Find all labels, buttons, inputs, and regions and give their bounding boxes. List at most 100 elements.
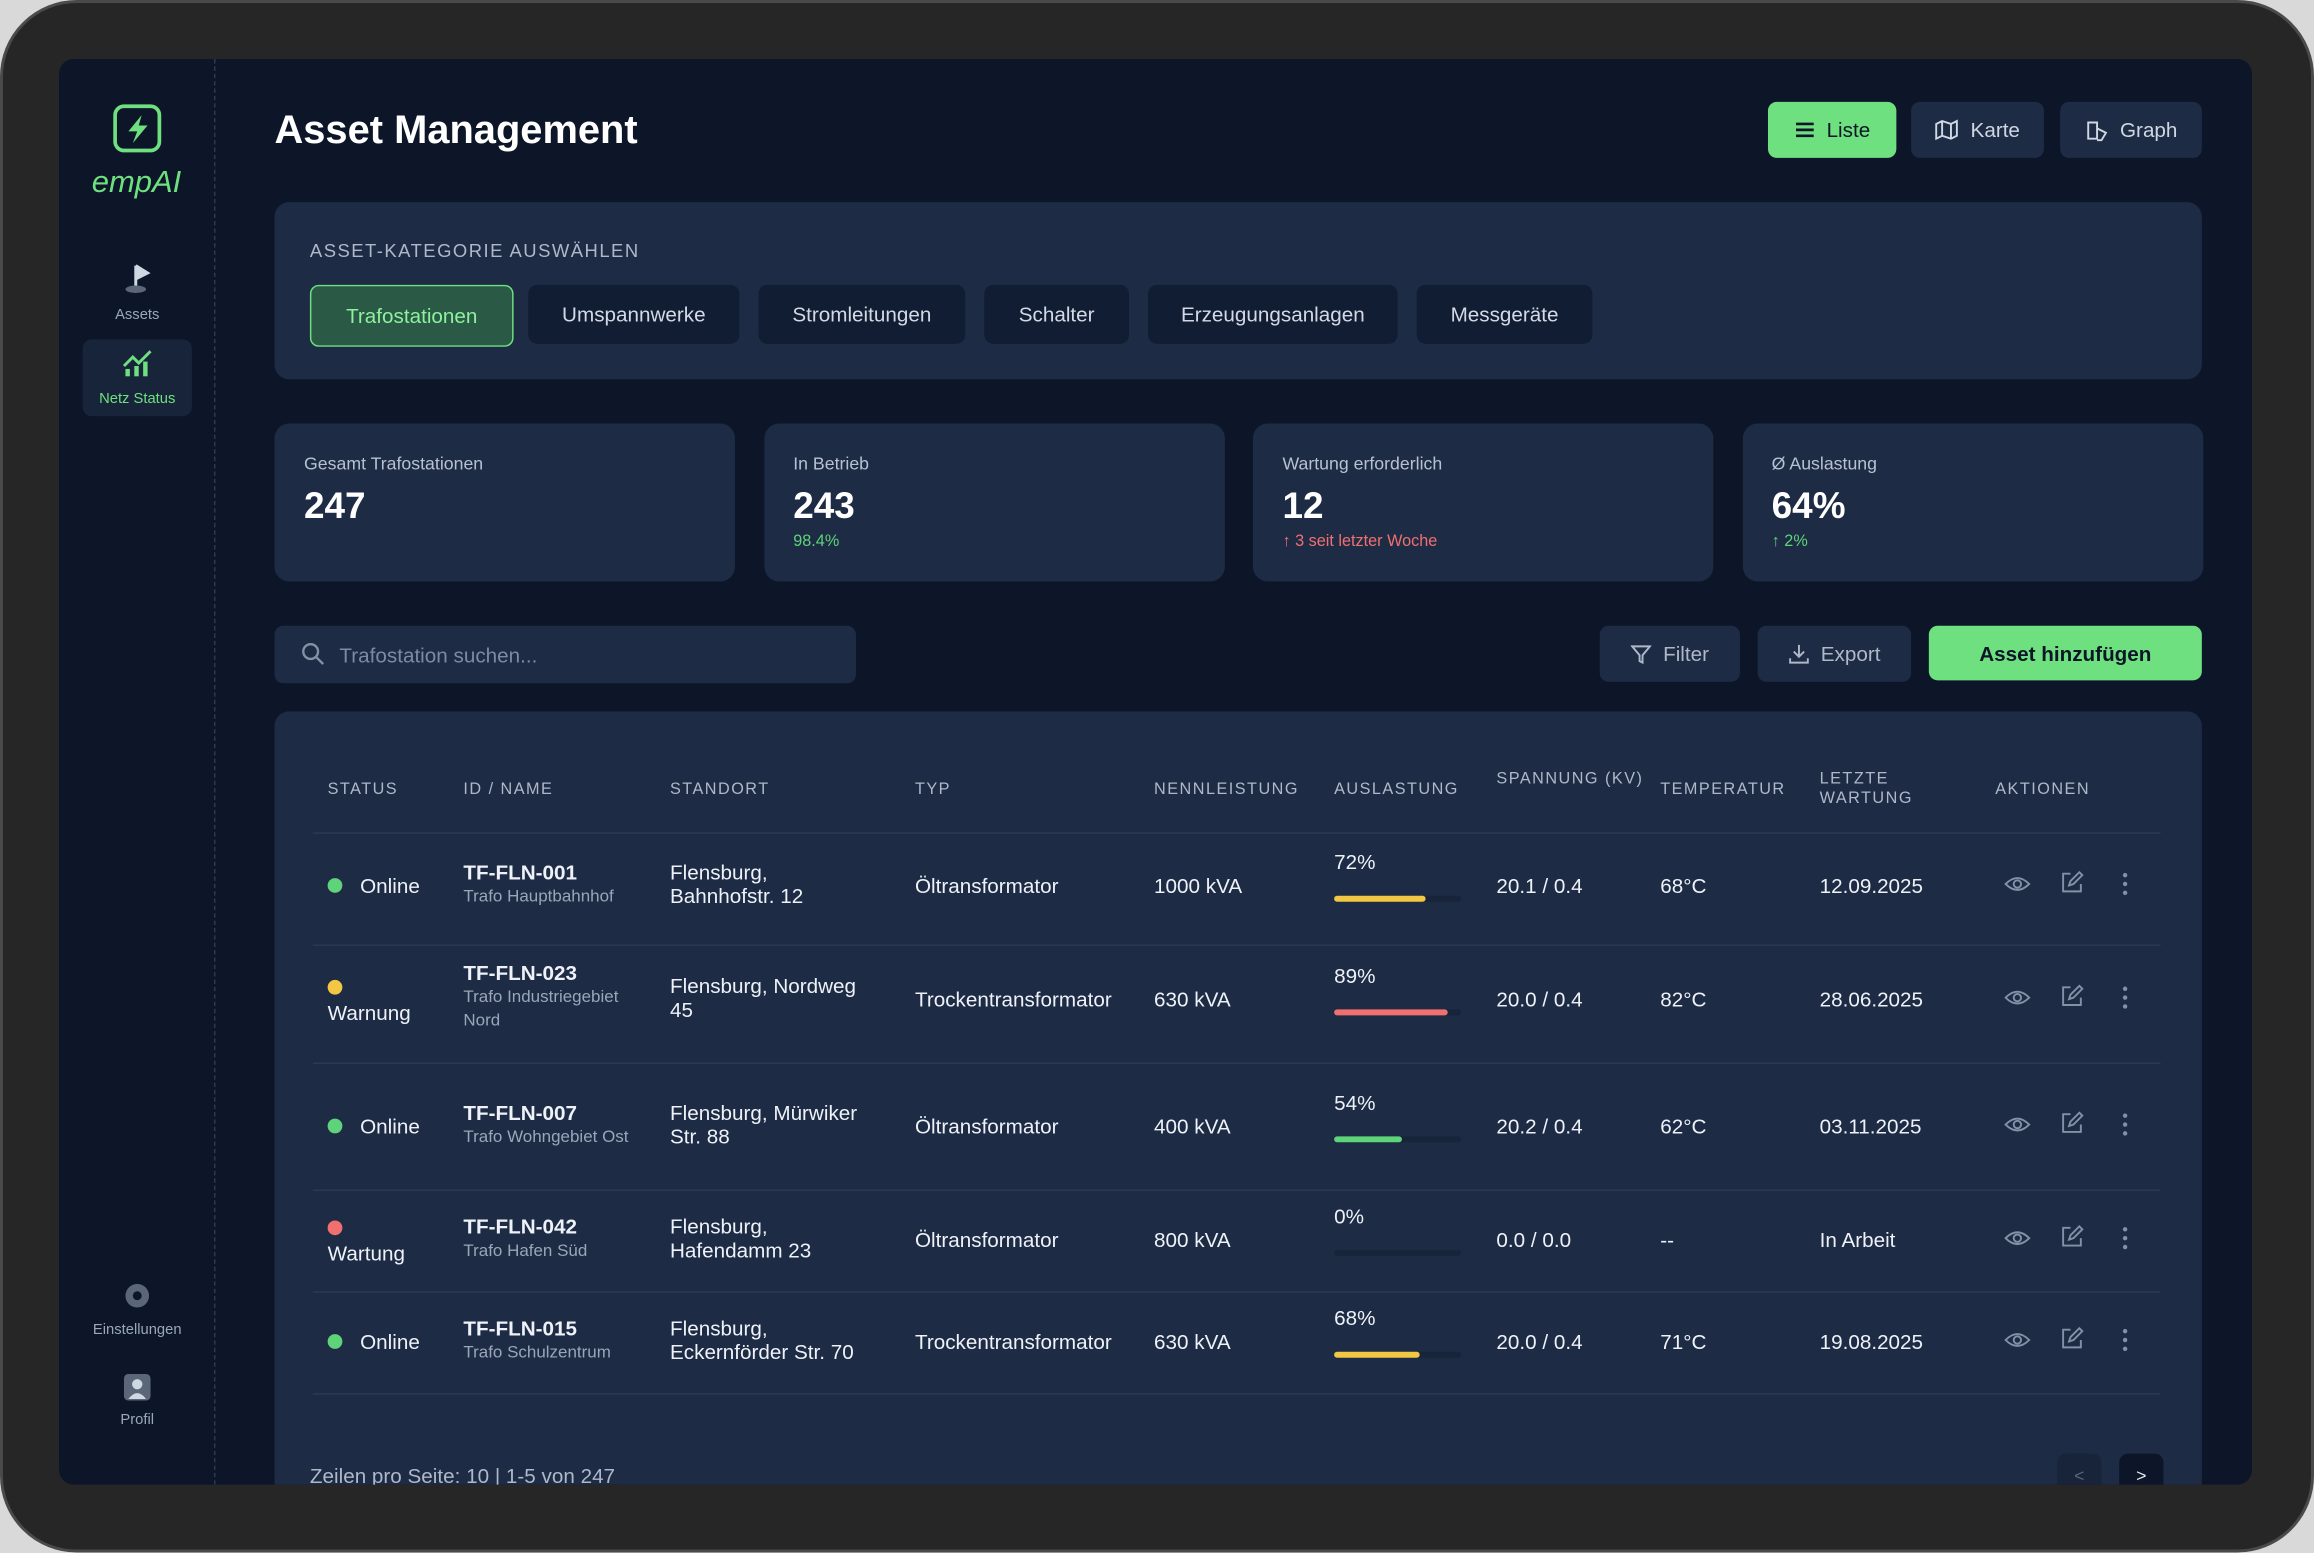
status-text: Warnung — [327, 1000, 411, 1025]
asset-type: Öltransformator — [914, 1114, 1059, 1138]
load-bar — [1334, 895, 1426, 902]
list-icon — [1795, 122, 1814, 138]
action-icon[interactable] — [2122, 1226, 2128, 1257]
action-icon[interactable] — [2060, 1326, 2084, 1358]
search-box[interactable] — [274, 625, 856, 684]
stat-value: 64% — [1771, 485, 1846, 527]
status-dot — [327, 1220, 343, 1236]
search-icon — [302, 642, 325, 665]
brand: empAI — [91, 165, 182, 200]
nav-item[interactable]: Einstellungen — [92, 1322, 182, 1339]
action-icon[interactable] — [2004, 874, 2031, 902]
settings-icon — [125, 1283, 150, 1308]
column-header: ID / NAME — [463, 780, 554, 799]
status-icon — [122, 350, 152, 377]
category-option[interactable]: Umspannwerke — [528, 284, 740, 344]
asset-type: Öltransformator — [914, 873, 1059, 898]
asset-id: TF-FLN-001 — [463, 860, 578, 884]
action-icon[interactable] — [2060, 984, 2084, 1015]
asset-type: Trockentransformator — [914, 987, 1112, 1011]
category-option[interactable]: Trafostationen — [309, 284, 514, 347]
assets-icon — [125, 264, 151, 293]
view-label: Graph — [2119, 118, 2178, 142]
action-icon[interactable] — [2122, 1328, 2128, 1359]
filter-button[interactable]: Filter — [1599, 625, 1740, 682]
view-button[interactable]: Graph — [2060, 101, 2202, 158]
row-separator — [312, 1393, 2161, 1395]
stat-value: 12 — [1282, 485, 1324, 527]
action-icon[interactable] — [2060, 1111, 2084, 1142]
load-bar — [1334, 1136, 1403, 1143]
action-icon[interactable] — [2122, 1113, 2128, 1144]
category-option[interactable]: Erzeugungsanlagen — [1148, 284, 1398, 344]
next-button[interactable]: > — [2119, 1453, 2164, 1485]
row-separator — [312, 832, 2161, 834]
nav-active[interactable] — [82, 339, 192, 417]
row-separator — [312, 1189, 2161, 1191]
nav-item[interactable]: Assets — [115, 306, 160, 324]
column-header: AUSLASTUNG — [1334, 780, 1459, 799]
asset-voltage: 0.0 / 0.0 — [1496, 1227, 1572, 1252]
category-heading: ASSET-KATEGORIE AUSWÄHLEN — [309, 240, 640, 262]
asset-temp: 71°C — [1660, 1329, 1707, 1354]
row-separator — [312, 1062, 2161, 1065]
stat-card: In Betrieb 243 98.4% — [763, 423, 1225, 582]
load-track — [1334, 1249, 1462, 1256]
nav-item[interactable]: Netz Status — [99, 391, 176, 408]
column-header: LETZTE WARTUNG — [1819, 770, 1913, 808]
column-header: SPANNUNG (KV) — [1496, 770, 1644, 789]
load-label: 89% — [1334, 963, 1376, 988]
asset-id: TF-FLN-042 — [463, 1214, 578, 1239]
status-text: Online — [360, 1329, 420, 1354]
asset-table: Zeilen pro Seite: 10 | 1-5 von 247 < > S… — [274, 711, 2202, 1485]
status-dot — [327, 1334, 343, 1349]
nav-item[interactable]: Profil — [120, 1412, 155, 1429]
action-icon[interactable] — [2122, 872, 2128, 903]
status-dot — [327, 1118, 343, 1134]
asset-rating: 630 kVA — [1154, 987, 1231, 1011]
stat-label: Ø Auslastung — [1771, 453, 1878, 474]
action-icon[interactable] — [2004, 1228, 2031, 1256]
asset-rating: 630 kVA — [1154, 1329, 1231, 1354]
stat-label: Wartung erforderlich — [1282, 453, 1443, 474]
asset-id: TF-FLN-015 — [463, 1316, 578, 1340]
asset-temp: 82°C — [1660, 987, 1707, 1011]
logo-icon — [113, 104, 162, 153]
action-icon[interactable] — [2004, 1330, 2031, 1358]
graph-icon — [2086, 120, 2107, 141]
asset-name: Trafo Industriegebiet Nord — [463, 988, 619, 1031]
action-icon[interactable] — [2004, 1114, 2031, 1142]
load-label: 54% — [1334, 1090, 1376, 1115]
asset-temp: 68°C — [1660, 873, 1707, 898]
export-icon — [1788, 644, 1809, 664]
view-button[interactable]: Liste — [1767, 101, 1897, 158]
stat-label: Gesamt Trafostationen — [304, 453, 484, 474]
status-text: Online — [360, 1114, 420, 1138]
action-icon[interactable] — [2060, 1225, 2084, 1256]
category-option[interactable]: Schalter — [984, 284, 1129, 344]
asset-voltage: 20.2 / 0.4 — [1496, 1114, 1583, 1138]
action-icon[interactable] — [2060, 870, 2084, 902]
asset-maintenance: 12.09.2025 — [1819, 873, 1924, 898]
load-bar — [1334, 1009, 1448, 1016]
prev-label: < — [2074, 1465, 2085, 1485]
action-icon[interactable] — [2122, 986, 2128, 1017]
load-label: 72% — [1334, 850, 1376, 874]
add-button[interactable]: Asset hinzufügen — [1928, 625, 2202, 681]
asset-temp: -- — [1660, 1227, 1675, 1252]
asset-location: Flensburg, Nordweg 45 — [669, 974, 857, 1022]
asset-rating: 400 kVA — [1154, 1114, 1231, 1138]
add-label: Asset hinzufügen — [1979, 641, 2152, 665]
stat-label: In Betrieb — [793, 453, 870, 474]
stat-card: Ø Auslastung 64% ↑ 2% — [1742, 423, 2203, 582]
prev-button[interactable]: < — [2057, 1453, 2102, 1485]
category-option[interactable]: Messgeräte — [1416, 284, 1593, 344]
action-icon[interactable] — [2004, 987, 2031, 1015]
export-button[interactable]: Export — [1757, 625, 1912, 682]
view-button[interactable]: Karte — [1911, 101, 2044, 158]
status-text: Wartung — [327, 1241, 405, 1265]
status-dot — [327, 979, 343, 995]
category-option[interactable]: Stromleitungen — [758, 284, 966, 344]
load-label: 68% — [1334, 1306, 1376, 1330]
column-header: NENNLEISTUNG — [1154, 780, 1299, 799]
